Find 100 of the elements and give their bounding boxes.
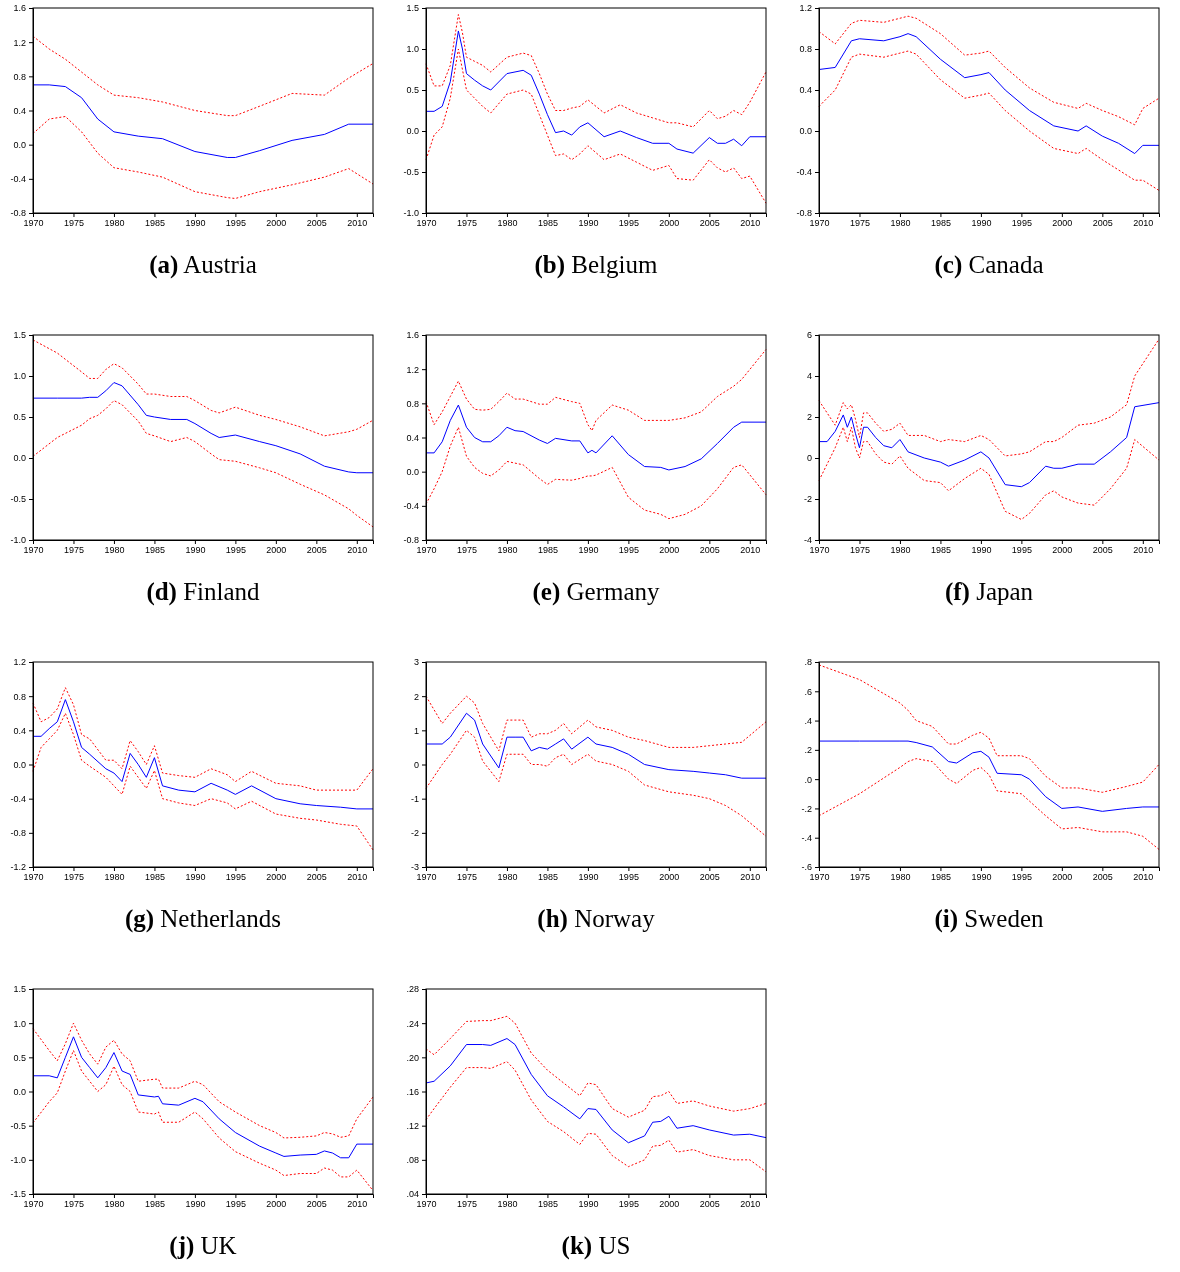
y-tick-label: -.4	[801, 833, 812, 844]
y-tick-label: 0.5	[13, 1052, 26, 1063]
line-series	[32, 1050, 374, 1192]
x-tick-label: 2005	[306, 1199, 327, 1210]
text: (a) Austria	[149, 251, 257, 279]
x-tick-label: 2005	[1092, 872, 1113, 883]
x-tick-label: 1980	[104, 872, 125, 883]
x-tick-label: 2010	[740, 218, 761, 229]
x-tick-label: 1980	[890, 545, 911, 556]
x-tick-label: 2010	[1133, 545, 1154, 556]
y-tick-label: 2	[413, 691, 419, 702]
x-tick-label: 1985	[930, 545, 951, 556]
x-tick-label: 2010	[740, 1199, 761, 1210]
line-series	[32, 687, 374, 791]
x-tick-label: 1990	[185, 1199, 206, 1210]
line-series	[32, 84, 374, 158]
x-tick-label: 1995	[225, 218, 246, 229]
text: (c) Canada	[934, 251, 1044, 279]
x-tick-label: 1975	[456, 1199, 477, 1210]
x-tick-label: 1970	[23, 218, 44, 229]
x-tick-label: 1985	[930, 218, 951, 229]
line-series	[818, 758, 1160, 850]
y-tick-label: 0.4	[406, 432, 419, 443]
x-tick-label: 1995	[225, 545, 246, 556]
x-tick-label: 1990	[971, 218, 992, 229]
y-tick-label: -4	[803, 535, 812, 546]
line-series	[425, 349, 767, 432]
x-tick-label: 2000	[659, 872, 680, 883]
x-tick-label: 1985	[930, 872, 951, 883]
x-tick-label: 1990	[185, 545, 206, 556]
x-tick-label: 1975	[63, 218, 84, 229]
line-series	[32, 1022, 374, 1139]
y-tick-label: 1.0	[13, 1018, 26, 1029]
x-tick-label: 1995	[618, 218, 639, 229]
line-series	[32, 35, 374, 117]
x-tick-label: 1985	[144, 872, 165, 883]
y-tick-label: .2	[804, 745, 812, 756]
x-tick-label: 1995	[225, 1199, 246, 1210]
x-tick-label: 1970	[809, 872, 830, 883]
x-tick-label: 1975	[456, 545, 477, 556]
y-tick-label: 0.0	[13, 1086, 26, 1097]
y-tick-label: -1.0	[10, 1155, 26, 1166]
line-series	[425, 712, 767, 779]
x-tick-label: 2010	[740, 545, 761, 556]
x-tick-label: 1995	[1011, 872, 1032, 883]
line-series	[32, 382, 374, 474]
x-tick-label: 1975	[849, 218, 870, 229]
x-tick-label: 1985	[144, 545, 165, 556]
y-tick-label: -0.4	[10, 794, 26, 805]
x-tick-label: 1995	[618, 872, 639, 883]
line-series	[425, 426, 767, 520]
y-tick-label: 1.5	[13, 330, 26, 341]
y-tick-label: -0.5	[10, 1121, 26, 1132]
line-series	[32, 699, 374, 810]
x-tick-label: 1995	[1011, 545, 1032, 556]
y-tick-label: -.2	[801, 803, 812, 814]
x-tick-label: 1970	[23, 872, 44, 883]
text: (d) Finland	[146, 578, 261, 606]
x-tick-label: 1985	[537, 1199, 558, 1210]
x-tick-label: 1985	[537, 218, 558, 229]
line-series	[818, 338, 1160, 457]
x-tick-label: 1985	[537, 545, 558, 556]
x-tick-label: 2005	[1092, 545, 1113, 556]
x-tick-label: 1975	[849, 545, 870, 556]
y-tick-label: 0.8	[406, 398, 419, 409]
x-tick-label: 1970	[416, 872, 437, 883]
y-tick-label: 0	[413, 759, 419, 770]
y-tick-label: -1.5	[10, 1189, 26, 1200]
x-tick-label: 1985	[144, 218, 165, 229]
y-tick-label: 1.0	[13, 371, 26, 382]
x-tick-label: 1990	[578, 545, 599, 556]
x-tick-label: 2005	[699, 545, 720, 556]
line-series	[818, 33, 1160, 155]
x-tick-label: 2000	[266, 218, 287, 229]
x-tick-label: 1970	[23, 1199, 44, 1210]
y-tick-label: 0.8	[799, 44, 812, 55]
x-tick-label: 1975	[456, 218, 477, 229]
y-tick-label: 6	[806, 330, 812, 341]
x-tick-label: 2010	[1133, 218, 1154, 229]
x-tick-label: 1985	[537, 872, 558, 883]
x-tick-label: 1990	[971, 872, 992, 883]
x-tick-label: 2005	[306, 218, 327, 229]
x-tick-label: 1980	[497, 1199, 518, 1210]
y-tick-label: -1.0	[10, 535, 26, 546]
x-tick-label: 2005	[699, 1199, 720, 1210]
line-series	[425, 404, 767, 471]
x-tick-label: 1995	[225, 872, 246, 883]
y-tick-label: 0.4	[799, 85, 812, 96]
y-tick-label: .28	[406, 984, 419, 995]
y-tick-label: 0.0	[799, 126, 812, 137]
y-tick-label: 0.0	[13, 140, 26, 151]
line-series	[32, 712, 374, 851]
x-tick-label: 2005	[699, 218, 720, 229]
x-tick-label: 2010	[740, 872, 761, 883]
y-tick-label: .20	[406, 1052, 419, 1063]
line-series	[32, 400, 374, 528]
line-series	[818, 740, 1160, 812]
x-tick-label: 1990	[578, 872, 599, 883]
y-tick-label: .8	[804, 657, 812, 668]
y-tick-label: .6	[804, 686, 812, 697]
